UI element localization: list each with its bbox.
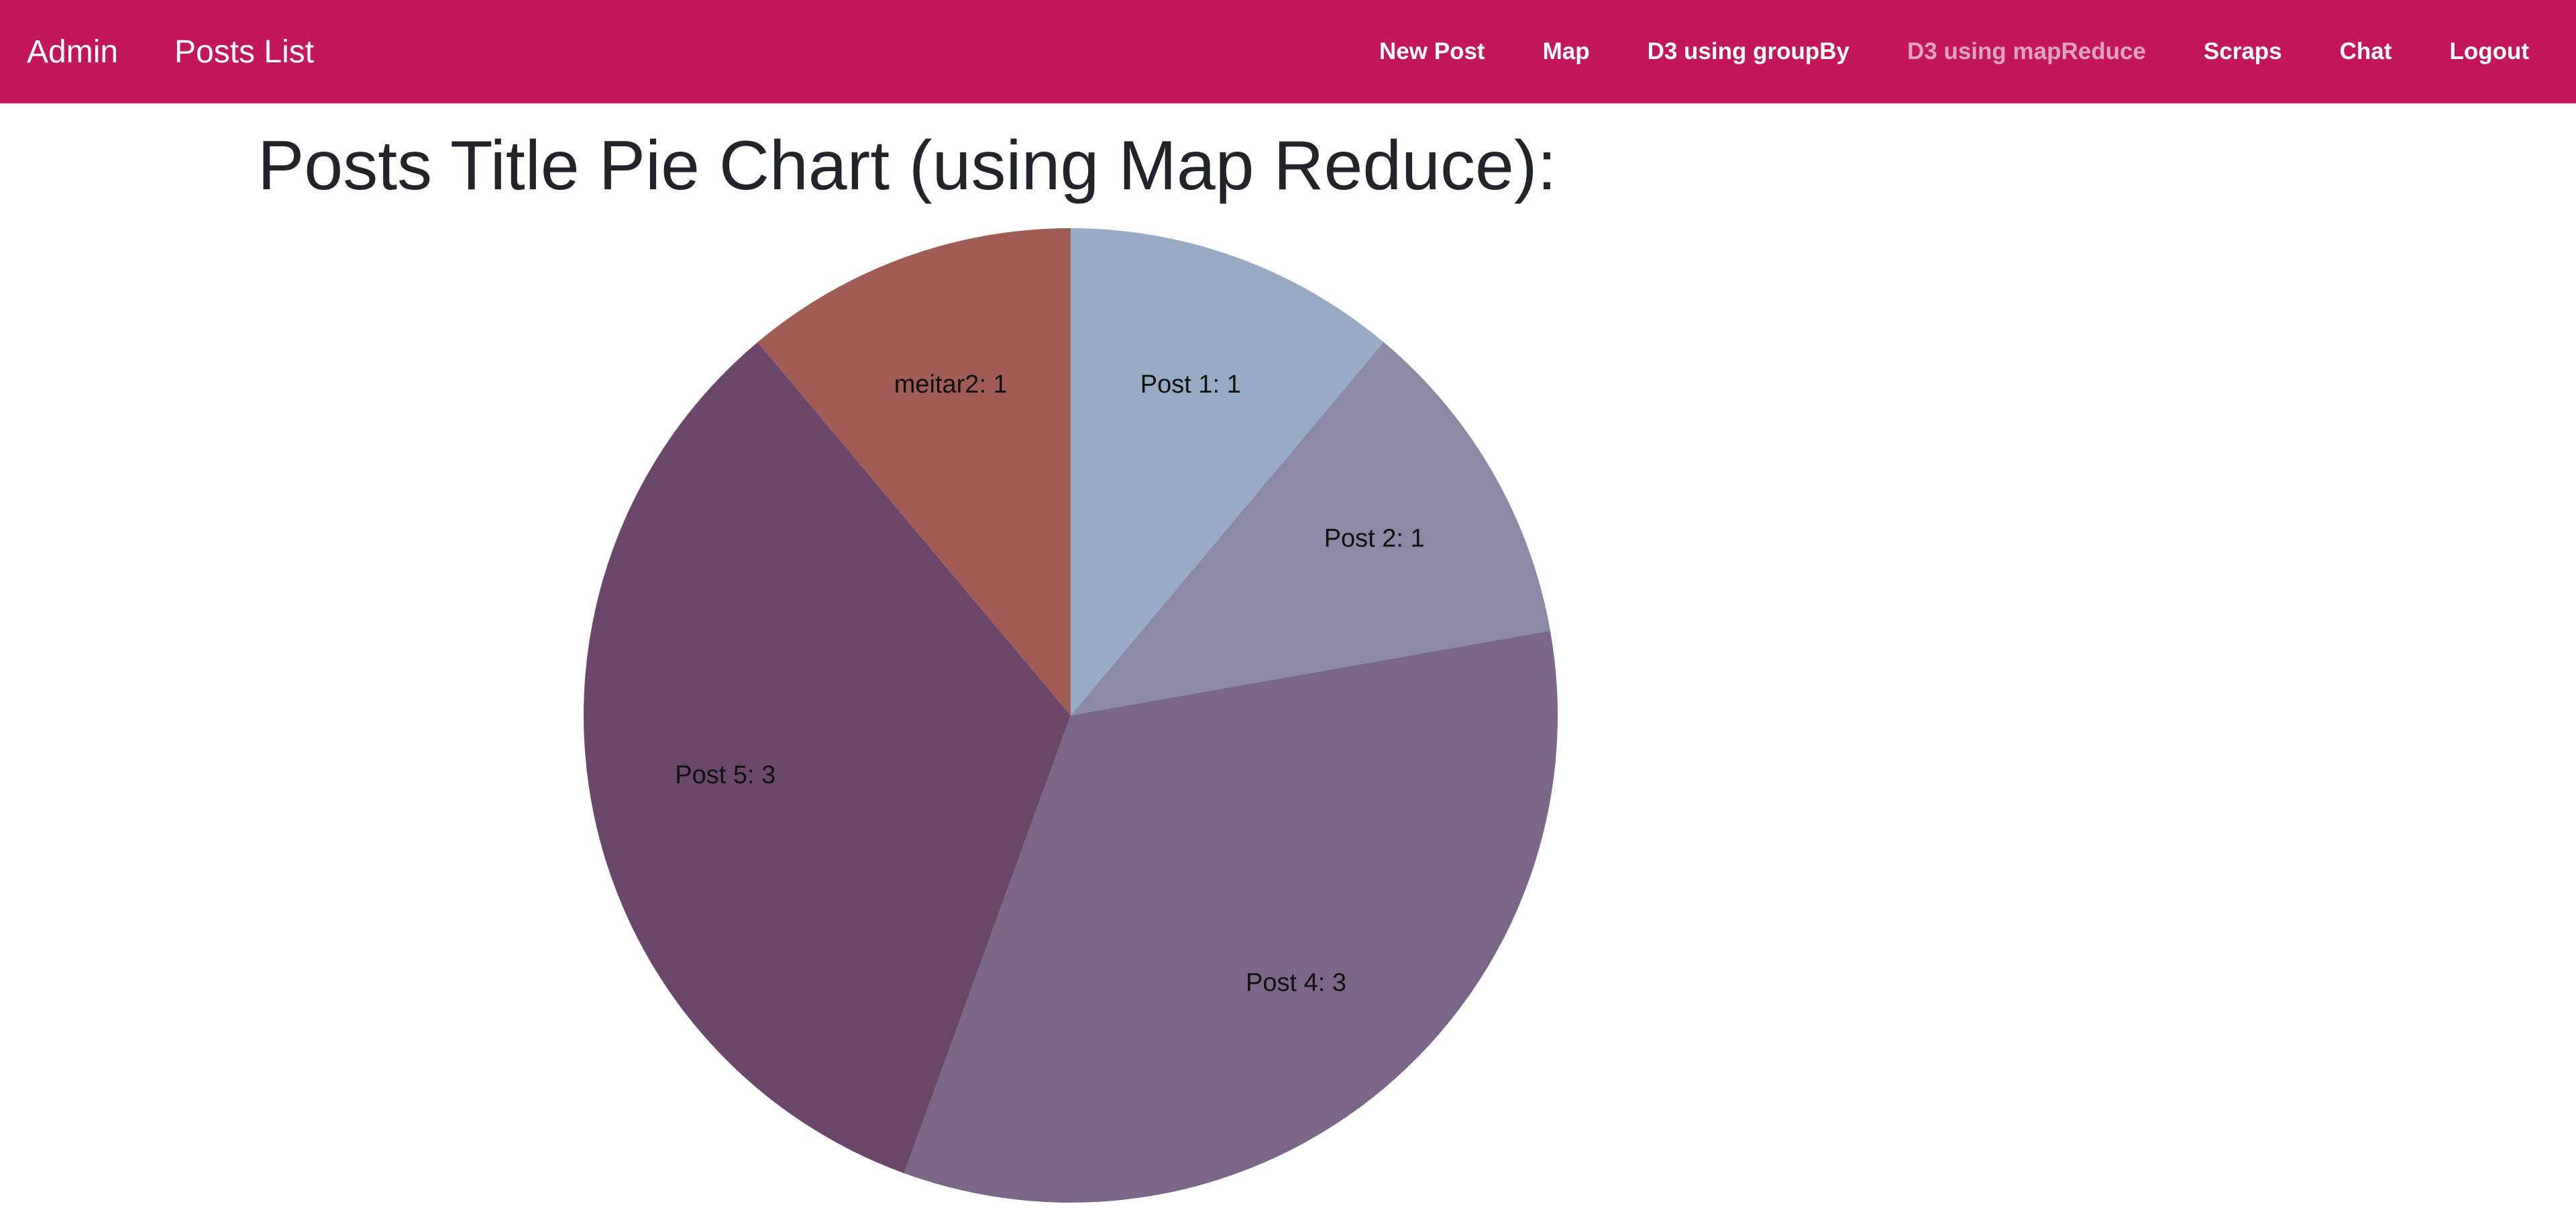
pie-slice-post-1 <box>1071 228 1384 715</box>
nav-item-d3-groupby[interactable]: D3 using groupBy <box>1647 38 1849 64</box>
pie-label-post-1: Post 1: 1 <box>1140 370 1241 399</box>
nav-item-chat[interactable]: Chat <box>2339 38 2392 64</box>
nav-menu: New Post Map D3 using groupBy D3 using m… <box>1322 0 2576 103</box>
posts-list-link[interactable]: Posts List <box>174 34 315 70</box>
pie-label-meitar2: meitar2: 1 <box>894 370 1008 399</box>
pie-slice-post-5 <box>583 342 1071 1174</box>
pie-slice-post-4 <box>904 630 1558 1203</box>
pie-label-post-5: Post 5: 3 <box>675 761 775 789</box>
pie-label-post-4: Post 4: 3 <box>1246 968 1346 997</box>
pie-slice-meitar2 <box>757 228 1071 715</box>
pie-slice-post-2 <box>1071 342 1550 715</box>
page-title: Posts Title Pie Chart (using Map Reduce)… <box>258 127 1557 205</box>
nav-item-map[interactable]: Map <box>1542 38 1590 64</box>
pie-labels: Post 1: 1 Post 2: 1 Post 4: 3 Post 5: 3 meit… <box>675 370 1424 997</box>
brand-admin-link[interactable]: Admin <box>27 34 119 70</box>
nav-item-d3-mapreduce[interactable]: D3 using mapReduce <box>1907 38 2146 64</box>
pie-label-post-2: Post 2: 1 <box>1324 525 1425 553</box>
navbar: Admin Posts List New Post Map D3 using g… <box>0 0 2576 103</box>
nav-item-scraps[interactable]: Scraps <box>2203 38 2282 64</box>
nav-item-logout[interactable]: Logout <box>2449 38 2529 64</box>
pie-slices <box>583 228 1558 1203</box>
nav-item-new-post[interactable]: New Post <box>1379 38 1485 64</box>
